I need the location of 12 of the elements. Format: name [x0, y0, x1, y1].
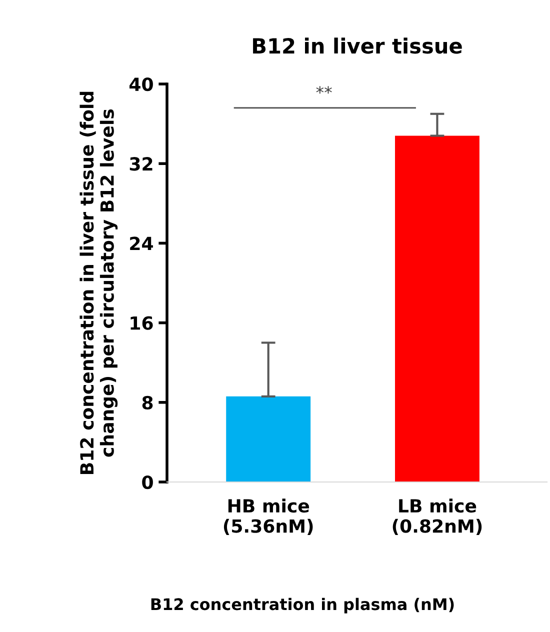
x-axis-title: B12 concentration in plasma (nM) [151, 598, 454, 614]
y-tick-label: 16 [130, 316, 153, 330]
x-tick-label: HB mice (5.36nM) [224, 498, 313, 535]
annotation: ** [316, 86, 332, 94]
y-tick-label: 40 [129, 77, 153, 92]
y-tick-label: 24 [130, 236, 153, 250]
chart-title: B12 in liver tissue [253, 38, 462, 54]
x-tick-label: LB mice (0.82nM) [392, 498, 482, 535]
y-tick-label: 8 [142, 396, 153, 410]
y-tick-label: 32 [130, 157, 152, 171]
y-tick-label: 0 [142, 475, 153, 490]
y-axis-title: B12 concentration in liver tissue (fold change) per circulatory B12 levels [80, 92, 118, 474]
